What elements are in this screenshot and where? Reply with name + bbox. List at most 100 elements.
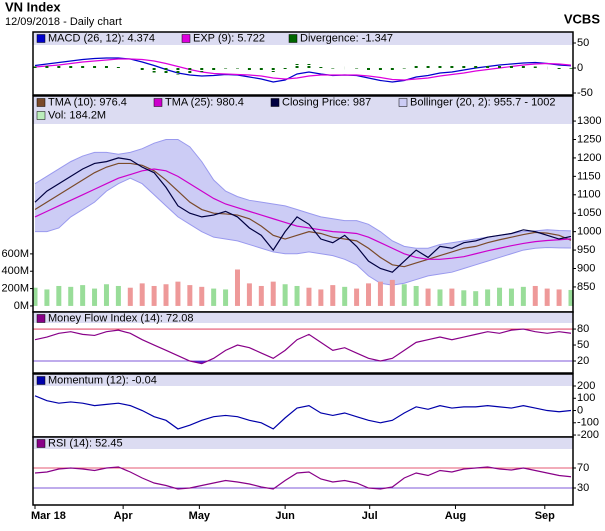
volume-bar	[258, 285, 264, 306]
volume-bar	[401, 284, 407, 306]
source: VCBS	[564, 11, 600, 26]
panel-plot	[33, 328, 573, 365]
legend-swatch	[398, 98, 408, 107]
legend-swatch	[36, 34, 46, 43]
x-tick-label: Sep	[535, 510, 555, 522]
legend-swatch	[36, 314, 46, 323]
panel-legend-band	[33, 96, 573, 124]
series-line	[34, 395, 572, 430]
volume-bar	[80, 285, 86, 306]
legend-label: Divergence: -1.347	[300, 32, 393, 44]
y-tick-label: -200	[577, 429, 599, 441]
volume-bar	[389, 279, 395, 306]
x-tick-label: Jul	[362, 510, 378, 522]
legend-swatch	[36, 98, 46, 107]
y-tick-label: 70	[577, 462, 589, 474]
y-tick-label: 1100	[577, 189, 601, 201]
panel-plot	[34, 395, 572, 430]
x-tick-label: Jun	[275, 510, 295, 522]
volume-bar	[366, 283, 372, 306]
y-tick-label: 0	[577, 62, 583, 74]
legend-label: Closing Price: 987	[282, 96, 371, 108]
chart-subtitle: 12/09/2018 - Daily chart	[5, 16, 122, 28]
volume-bar	[211, 288, 217, 306]
volume-bar	[282, 284, 288, 306]
volume-bar	[449, 288, 455, 306]
bollinger-lower	[35, 177, 572, 286]
volume-bar	[330, 285, 336, 306]
volume-bar	[508, 288, 514, 306]
volume-bar	[306, 287, 312, 306]
volume-bar	[354, 288, 360, 306]
y-tick-label: 30	[577, 482, 589, 494]
y2-tick-label: 200M	[1, 282, 29, 294]
y-tick-label: 50	[577, 339, 589, 351]
series-line	[34, 162, 572, 268]
legend-label: Momentum (12): -0.04	[48, 374, 157, 386]
volume-bar	[377, 281, 383, 306]
y-tick-label: 80	[577, 323, 589, 335]
y-tick-label: 1250	[577, 133, 601, 145]
volume-bar	[246, 283, 252, 306]
legend-label: MACD (26, 12): 4.374	[48, 32, 155, 44]
legend-label: Bollinger (20, 2): 955.7 - 1002	[410, 96, 556, 108]
legend-label: RSI (14): 52.45	[48, 437, 123, 449]
panel-legend-band	[33, 374, 573, 386]
volume-bar	[294, 285, 300, 306]
volume-bar	[68, 286, 74, 306]
volume-bar	[497, 287, 503, 306]
volume-bar	[413, 285, 419, 306]
legend-label: TMA (10): 976.4	[48, 96, 127, 108]
x-tick-label: Mar 18	[31, 510, 66, 522]
volume-bar	[544, 288, 550, 306]
y-tick-label: 950	[577, 244, 595, 256]
chart-title: VN Index	[5, 0, 61, 14]
volume-bar	[342, 286, 348, 306]
legend-swatch	[270, 98, 280, 107]
volume-bar	[485, 289, 491, 306]
volume-bar	[199, 286, 205, 306]
volume-bar	[127, 287, 133, 306]
y-tick-label: 1200	[577, 152, 601, 164]
panel-frame	[32, 311, 574, 374]
volume-bar	[532, 285, 538, 306]
panel-frame	[32, 31, 574, 96]
bollinger-upper	[34, 138, 572, 249]
series-line	[34, 466, 572, 490]
volume-bar	[461, 290, 467, 306]
y-tick-label: 20	[577, 355, 589, 367]
y2-tick-label: 0M	[14, 300, 29, 312]
volume-bar	[556, 289, 562, 306]
y-tick-label: 1300	[577, 115, 601, 127]
volume-bar	[175, 281, 181, 306]
y-tick-label: 900	[577, 262, 595, 274]
series-line	[34, 168, 572, 260]
panel-legend-band	[33, 312, 573, 323]
volume-bar	[473, 291, 479, 306]
legend-swatch	[288, 34, 298, 43]
series-line	[34, 157, 572, 273]
y-tick-label: 100	[577, 392, 595, 404]
legend-label: TMA (25): 980.4	[165, 96, 244, 108]
volume-bar	[139, 283, 145, 306]
legend-swatch	[36, 376, 46, 385]
volume-bar	[151, 285, 157, 306]
volume-bar	[115, 285, 121, 306]
volume-bar	[520, 286, 526, 306]
x-tick-label: Apr	[114, 510, 134, 522]
volume-bar	[103, 284, 109, 306]
y-tick-label: 50	[577, 37, 589, 49]
volume-bar	[318, 289, 324, 306]
volume-bar	[425, 288, 431, 306]
y2-tick-label: 400M	[1, 265, 29, 277]
y-tick-label: 200	[577, 380, 595, 392]
y-tick-label: 1150	[577, 170, 601, 182]
y-tick-label: -100	[577, 417, 599, 429]
y-tick-label: 850	[577, 281, 595, 293]
series-line	[34, 328, 572, 365]
volume-bar	[163, 284, 169, 306]
legend-label: Vol: 184.2M	[48, 109, 106, 121]
volume-bar	[92, 288, 98, 306]
y-tick-label: -50	[577, 87, 593, 99]
